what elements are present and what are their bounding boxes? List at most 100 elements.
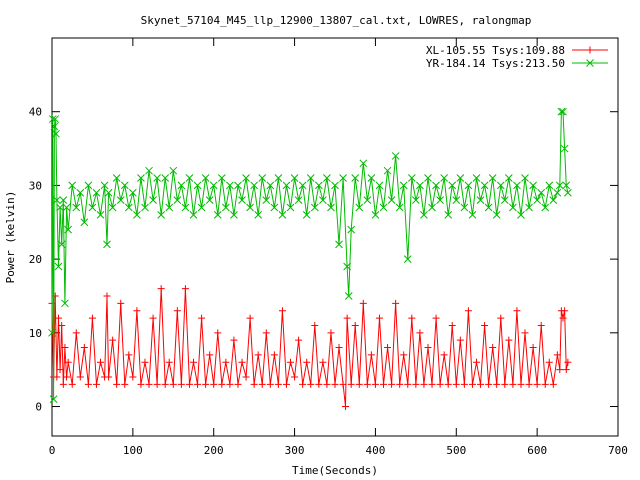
data-point [557,107,566,116]
data-point [335,240,343,249]
data-point [145,380,153,388]
data-point [254,211,263,219]
data-point [49,395,58,404]
data-point [428,380,436,388]
data-point [72,329,80,337]
data-point [51,292,59,300]
data-point [460,203,469,212]
data-point [504,174,513,182]
data-point [387,196,396,205]
data-point [286,203,295,212]
data-point [104,188,113,197]
legend: XL-105.55 Tsys:109.88 YR-184.14 Tsys:213… [426,44,608,70]
data-point [513,181,521,190]
data-point [129,188,137,197]
data-point [169,380,177,388]
series-0 [48,285,572,411]
data-point [282,380,290,388]
data-point [226,380,234,388]
y-tick-label: 0 [35,401,42,414]
data-point [343,262,351,271]
data-point [347,380,355,388]
data-point [347,225,356,234]
data-point [137,174,145,182]
data-point [359,299,367,307]
data-point [529,344,537,352]
data-point [84,181,93,190]
data-point [298,181,307,190]
data-point [315,380,323,388]
data-point [521,174,529,182]
data-point [493,380,501,388]
data-point [117,299,125,307]
data-point [339,380,347,388]
data-point [287,358,295,366]
data-point [61,299,69,308]
data-point [262,196,271,205]
data-point [533,196,541,205]
data-point [165,358,173,366]
y-tick-label: 30 [29,179,42,192]
data-point [545,181,554,190]
data-point [177,181,186,190]
data-point [48,328,56,337]
data-point [56,366,64,374]
data-point [214,329,222,337]
data-point [343,314,351,322]
data-point [424,344,432,352]
data-point [371,211,380,219]
data-point [420,380,428,388]
data-point [545,358,553,366]
data-point [291,373,299,381]
data-point [496,181,505,190]
series-1 [48,107,572,404]
legend-label-yr: YR-184.14 Tsys:213.50 [426,57,565,70]
data-point [500,196,509,205]
data-point [440,174,449,182]
data-point [408,314,416,322]
data-point [290,174,299,182]
data-point [497,314,505,322]
data-point [307,380,315,388]
data-point [342,403,350,411]
data-point [383,166,392,175]
data-point [116,196,125,205]
data-point [149,314,157,322]
data-point [395,203,404,212]
data-point [210,380,218,388]
data-point [230,211,238,219]
data-point [153,380,161,388]
data-point [444,380,452,388]
x-tick-label: 600 [527,444,547,457]
data-point [560,144,569,153]
data-point [113,380,121,388]
data-point [52,129,60,138]
data-point [501,380,509,388]
data-point [238,358,246,366]
data-point [242,174,250,182]
data-point [141,358,149,366]
data-point [432,181,440,190]
data-point [517,380,525,388]
data-point [230,336,238,344]
data-point [420,211,428,219]
data-point [379,203,388,212]
series-layer [48,107,572,411]
data-point [489,344,497,352]
data-point [295,336,303,344]
data-point [63,373,71,381]
data-point [555,181,564,190]
data-point [153,174,161,182]
data-point [54,262,63,271]
data-point [327,203,335,212]
data-point [472,174,481,182]
data-point [452,380,460,388]
data-point [371,380,379,388]
data-point [444,211,453,219]
x-tick-label: 0 [49,444,56,457]
data-point [173,307,181,315]
data-point [246,314,254,322]
data-point [375,314,383,322]
data-point [303,358,311,366]
